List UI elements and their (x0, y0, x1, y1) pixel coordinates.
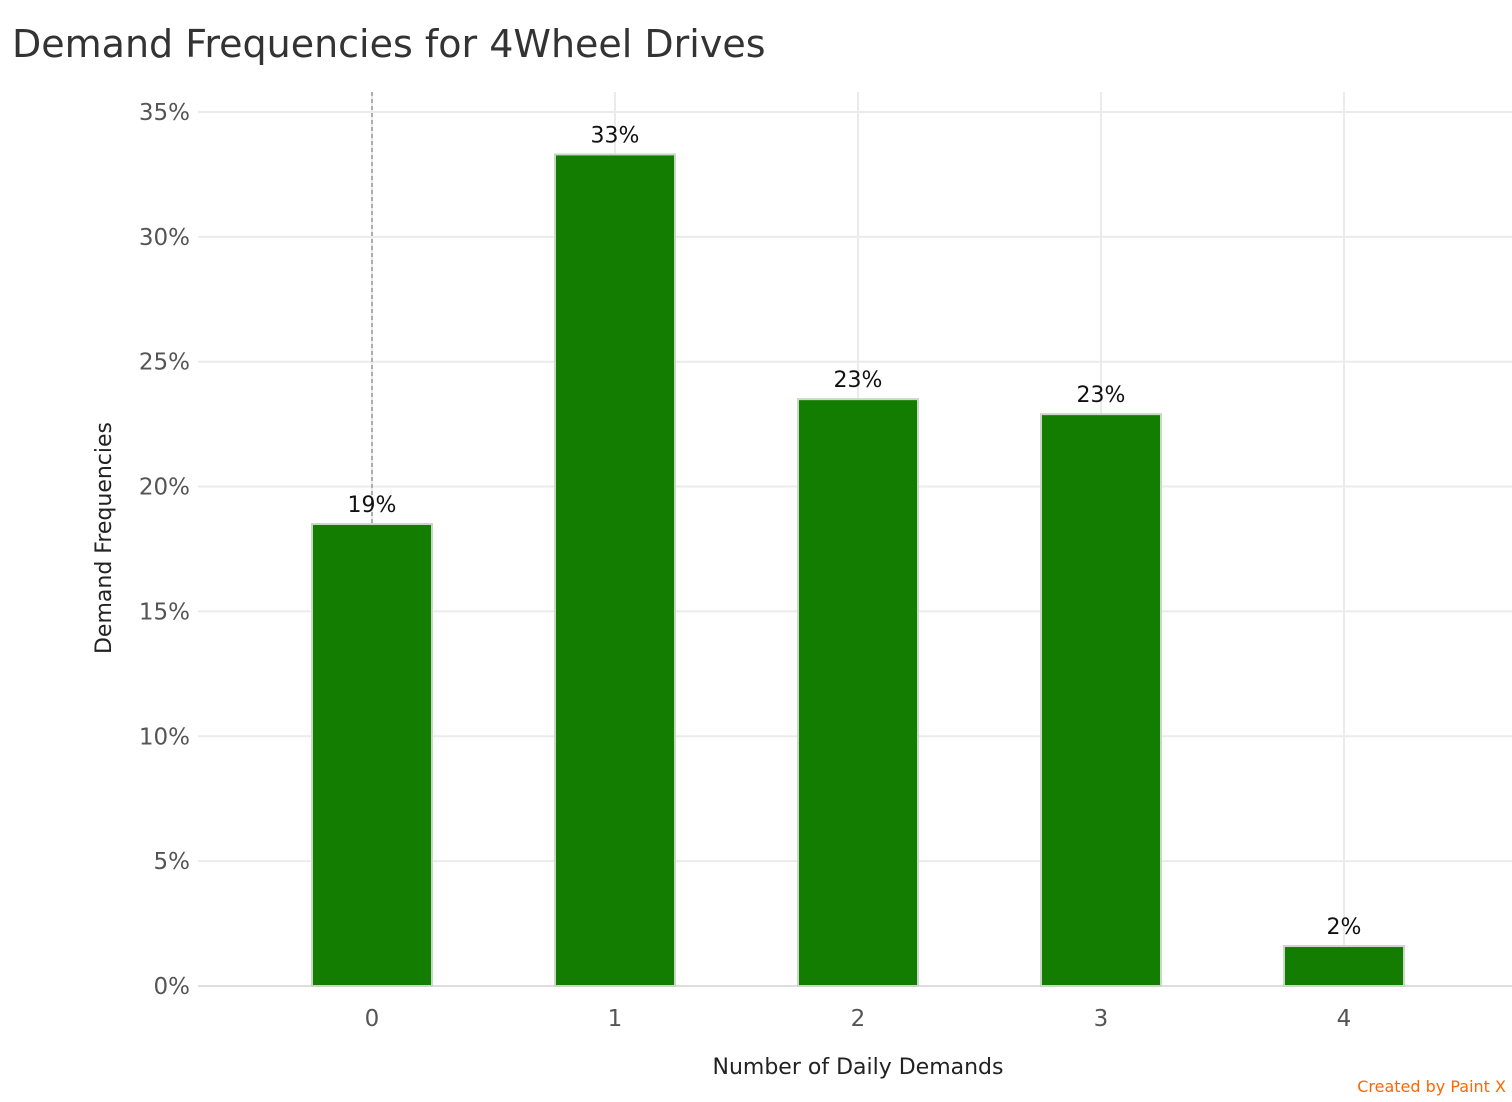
x-tick-label: 2 (851, 1006, 866, 1032)
y-axis-ticks: 0% 5% 10% 15% 20% 25% 30% 35% (139, 100, 190, 1000)
y-tick-label: 25% (139, 350, 190, 376)
y-tick-label: 20% (139, 475, 190, 501)
data-label: 2% (1327, 915, 1362, 940)
y-tick-label: 35% (139, 100, 190, 126)
y-axis-title: Demand Frequencies (92, 422, 117, 654)
bar (311, 523, 433, 988)
bar (1040, 413, 1162, 988)
bar (1283, 945, 1405, 987)
data-label: 23% (1077, 383, 1126, 408)
credit-text: Created by Paint X (1357, 1077, 1506, 1096)
chart-title: Demand Frequencies for 4Wheel Drives (12, 22, 766, 66)
data-label-layer: 19% 33% 23% 23% 2% (348, 123, 1362, 940)
x-tick-label: 0 (365, 1006, 380, 1032)
data-label: 19% (348, 493, 397, 518)
x-axis-ticks: 0 1 2 3 4 (365, 1006, 1352, 1032)
y-tick-label: 5% (154, 849, 191, 875)
bar-layer (311, 153, 1405, 988)
bar (797, 398, 919, 987)
bar (554, 153, 676, 987)
x-axis-title: Number of Daily Demands (713, 1055, 1004, 1080)
x-tick-label: 4 (1337, 1006, 1352, 1032)
y-tick-label: 0% (154, 974, 191, 1000)
data-label: 23% (834, 368, 883, 393)
y-tick-label: 10% (139, 724, 190, 750)
y-tick-label: 30% (139, 225, 190, 251)
y-tick-label: 15% (139, 599, 190, 625)
data-label: 33% (591, 123, 640, 148)
x-tick-label: 3 (1094, 1006, 1109, 1032)
x-tick-label: 1 (608, 1006, 623, 1032)
